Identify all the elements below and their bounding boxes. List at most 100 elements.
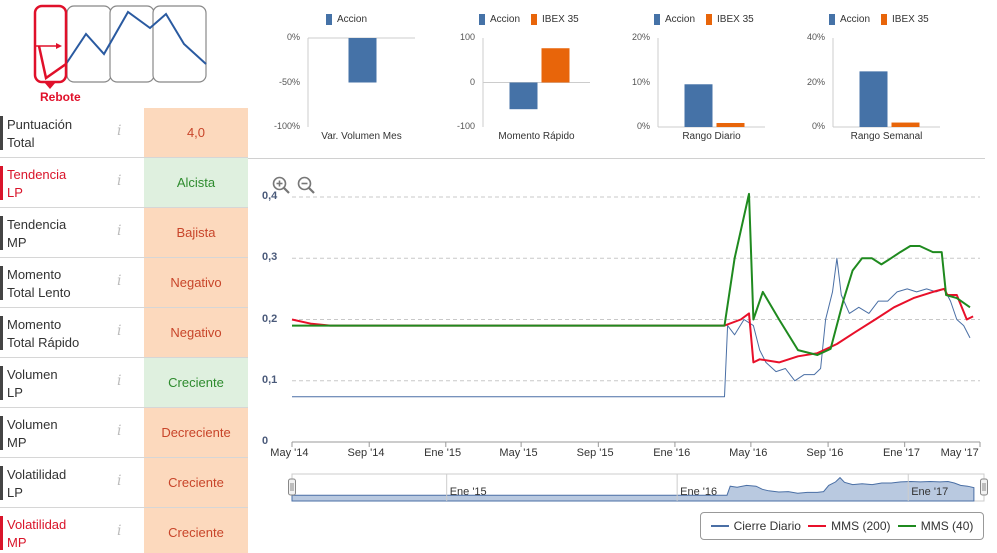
series-cierre-diario[interactable]: [292, 257, 971, 398]
y-tick-label: 0,2: [262, 312, 278, 325]
y-tick-label: 20%: [806, 76, 825, 87]
row-value: Alcista: [144, 158, 248, 207]
info-icon[interactable]: i: [117, 323, 122, 339]
y-tick-label: 0,1: [262, 373, 278, 386]
legend-mms-40[interactable]: MMS (40): [897, 519, 973, 533]
series-mms-200[interactable]: [291, 287, 974, 364]
zoom-in-icon[interactable]: [272, 176, 290, 194]
indicator-table: Puntuación Total i 4,0 Tendencia LP i Alci…: [0, 108, 248, 553]
mini-chart-momento-rapido: Accion IBEX 35 100 0 -100 Momento Rápido: [445, 0, 620, 150]
row-volatilidad-mp: Volatilidad MP i Creciente: [0, 508, 248, 553]
row-value: Creciente: [144, 508, 248, 553]
legend-ibex-35: IBEX 35: [531, 14, 579, 25]
bar-accion[interactable]: [509, 82, 538, 110]
series-mms-40[interactable]: [292, 192, 971, 356]
x-tick-label: May '15: [499, 447, 538, 459]
mini-chart-title: Var. Volumen Mes: [321, 131, 402, 142]
legend-mms-200[interactable]: MMS (200): [808, 519, 891, 533]
row-label: Momento Total Lento: [7, 267, 71, 300]
rebote-logo: Rebote: [0, 0, 248, 108]
row-value: Bajista: [144, 208, 248, 257]
row-value: 4,0: [144, 108, 248, 157]
x-tick-label: May '16: [729, 447, 768, 459]
rebote-chart-icon: [33, 4, 207, 89]
bar-ibex-35[interactable]: [716, 122, 745, 127]
bar-ibex-35[interactable]: [891, 122, 920, 127]
info-icon[interactable]: i: [117, 373, 122, 389]
mini-bar-plot: [657, 38, 765, 128]
row-volumen-lp: Volumen LP i Creciente: [0, 358, 248, 408]
y-tick-label: -50%: [278, 76, 300, 87]
y-tick-label: -100: [456, 121, 475, 131]
info-icon[interactable]: i: [117, 473, 122, 489]
section-divider: [248, 158, 985, 159]
bar-accion[interactable]: [684, 84, 713, 127]
y-tick-label: 0: [262, 435, 269, 447]
navigator-label: Ene '16: [680, 486, 718, 498]
price-chart: 0,4 0,3 0,2 0,1 0 May '14 Sep '14 Ene '15 May '1…: [258, 170, 988, 550]
row-label: Volumen MP: [7, 417, 58, 450]
bar-accion[interactable]: [859, 71, 888, 127]
x-tick-label: Sep '14: [347, 447, 385, 459]
legend-cierre-diario[interactable]: Cierre Diario: [710, 519, 801, 533]
legend-label: Accion: [840, 14, 871, 25]
legend-swatch: [881, 14, 887, 25]
legend-accion: Accion: [654, 14, 695, 25]
zoom-out-icon[interactable]: [297, 176, 315, 194]
x-tick-label: Sep '15: [576, 447, 614, 459]
x-tick-label: Sep '16: [806, 447, 844, 459]
info-icon[interactable]: i: [117, 523, 122, 539]
navigator-frame[interactable]: [291, 473, 985, 502]
y-tick-label: 0%: [636, 121, 650, 131]
x-tick-label: Ene '17: [882, 447, 920, 459]
y-tick-label: 10%: [631, 76, 650, 87]
row-label: Volumen LP: [7, 367, 58, 400]
legend-swatch: [326, 14, 332, 25]
row-value: Negativo: [144, 308, 248, 357]
row-puntuacion-total: Puntuación Total i 4,0: [0, 108, 248, 158]
mini-chart-title: Momento Rápido: [498, 131, 575, 142]
logo-label: Rebote: [40, 90, 81, 104]
navigator-series: [291, 476, 975, 502]
info-icon[interactable]: i: [117, 423, 122, 439]
row-accent-bar: [0, 216, 3, 250]
x-tick-label: Ene '15: [424, 447, 462, 459]
legend-accion: Accion: [326, 14, 367, 25]
mini-chart-rango-diario: Accion IBEX 35 20% 10% 0% Rango Diario: [620, 0, 795, 150]
legend-swatch: [479, 14, 485, 25]
legend-label: IBEX 35: [892, 14, 929, 25]
row-label: Volatilidad LP: [7, 467, 67, 500]
row-label: Momento Total Rápido: [7, 317, 80, 350]
row-label: Puntuación Total: [7, 117, 73, 150]
navigator-handle-right[interactable]: [980, 478, 988, 496]
mini-bar-plot: [482, 38, 590, 127]
row-tendencia-lp: Tendencia LP i Alcista: [0, 158, 248, 208]
mini-bar-plot: [307, 37, 415, 127]
navigator-label: Ene '15: [449, 486, 487, 498]
info-icon[interactable]: i: [117, 173, 122, 189]
info-icon[interactable]: i: [117, 273, 122, 289]
row-label: Tendencia LP: [7, 167, 67, 200]
bar-accion[interactable]: [348, 38, 377, 83]
row-label: Tendencia MP: [7, 217, 67, 250]
row-value: Creciente: [144, 358, 248, 407]
row-value: Creciente: [144, 458, 248, 507]
mini-chart-rango-semanal: Accion IBEX 35 40% 20% 0% Rango Semanal: [795, 0, 970, 150]
info-icon[interactable]: i: [117, 223, 122, 239]
legend-label: Accion: [665, 14, 696, 25]
row-momento-total-lento: Momento Total Lento i Negativo: [0, 258, 248, 308]
row-volatilidad-lp: Volatilidad LP i Creciente: [0, 458, 248, 508]
mini-bar-plot: [832, 38, 940, 128]
bar-ibex-35[interactable]: [541, 48, 570, 83]
y-tick-label: 0%: [811, 121, 825, 131]
navigator-handle-left[interactable]: [288, 478, 296, 496]
navigator-label: Ene '17: [911, 486, 949, 498]
row-accent-bar: [0, 366, 3, 400]
row-accent-bar: [0, 416, 3, 450]
legend-accion: Accion: [479, 14, 520, 25]
legend-swatch: [531, 14, 537, 25]
y-tick-label: 0: [469, 76, 475, 87]
row-accent-bar: [0, 516, 3, 550]
info-icon[interactable]: i: [117, 123, 122, 139]
y-tick-label: 0,3: [262, 251, 278, 264]
